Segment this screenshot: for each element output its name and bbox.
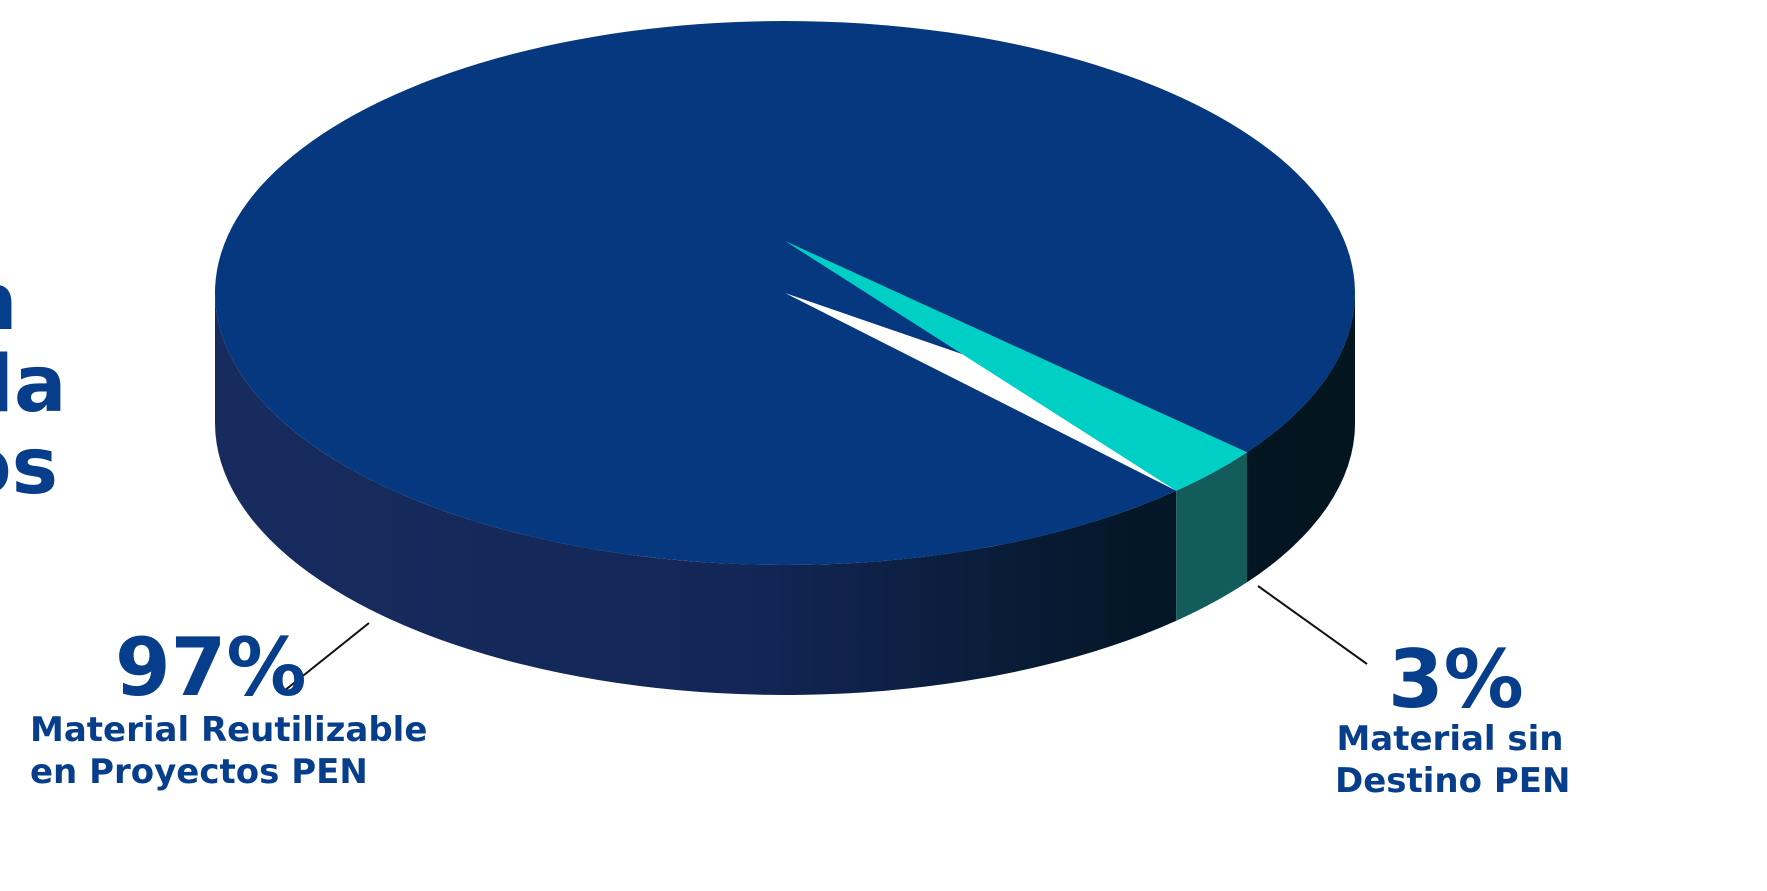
leader-lines (283, 585, 1368, 692)
slice-label-reutilizable: 97% (115, 628, 306, 708)
cropped-heading: n da os (0, 262, 66, 508)
slice-label-sin-destino: 3% (1388, 640, 1524, 720)
pie-top-faces (215, 21, 1356, 566)
pie-side-walls (215, 293, 1355, 695)
cropped-heading-line-1: n (0, 262, 66, 344)
value-label-97: 97% (115, 621, 307, 714)
pie-side-sin-destino (1176, 452, 1247, 621)
pie-slice-reutilizable (215, 21, 1356, 566)
leader-line-sin-destino (1257, 585, 1368, 665)
slice-caption-reutilizable: Material Reutilizable en Proyectos PEN (30, 709, 427, 793)
pie-side-reutilizable (1246, 293, 1355, 583)
caption-line: en Proyectos PEN (30, 752, 368, 792)
pie-side-reutilizable (215, 293, 1177, 695)
caption-line: Material sin (1336, 719, 1564, 759)
value-label-3: 3% (1388, 633, 1524, 726)
caption-line: Material Reutilizable (30, 710, 428, 750)
pie-slice-sin-destino (785, 241, 1247, 491)
leader-line-reutilizable (283, 622, 370, 692)
slice-caption-sin-destino: Material sin Destino PEN (1335, 718, 1571, 802)
caption-line: Destino PEN (1335, 761, 1571, 801)
cropped-heading-line-2: da (0, 340, 67, 430)
cropped-heading-line-3: os (0, 422, 59, 512)
